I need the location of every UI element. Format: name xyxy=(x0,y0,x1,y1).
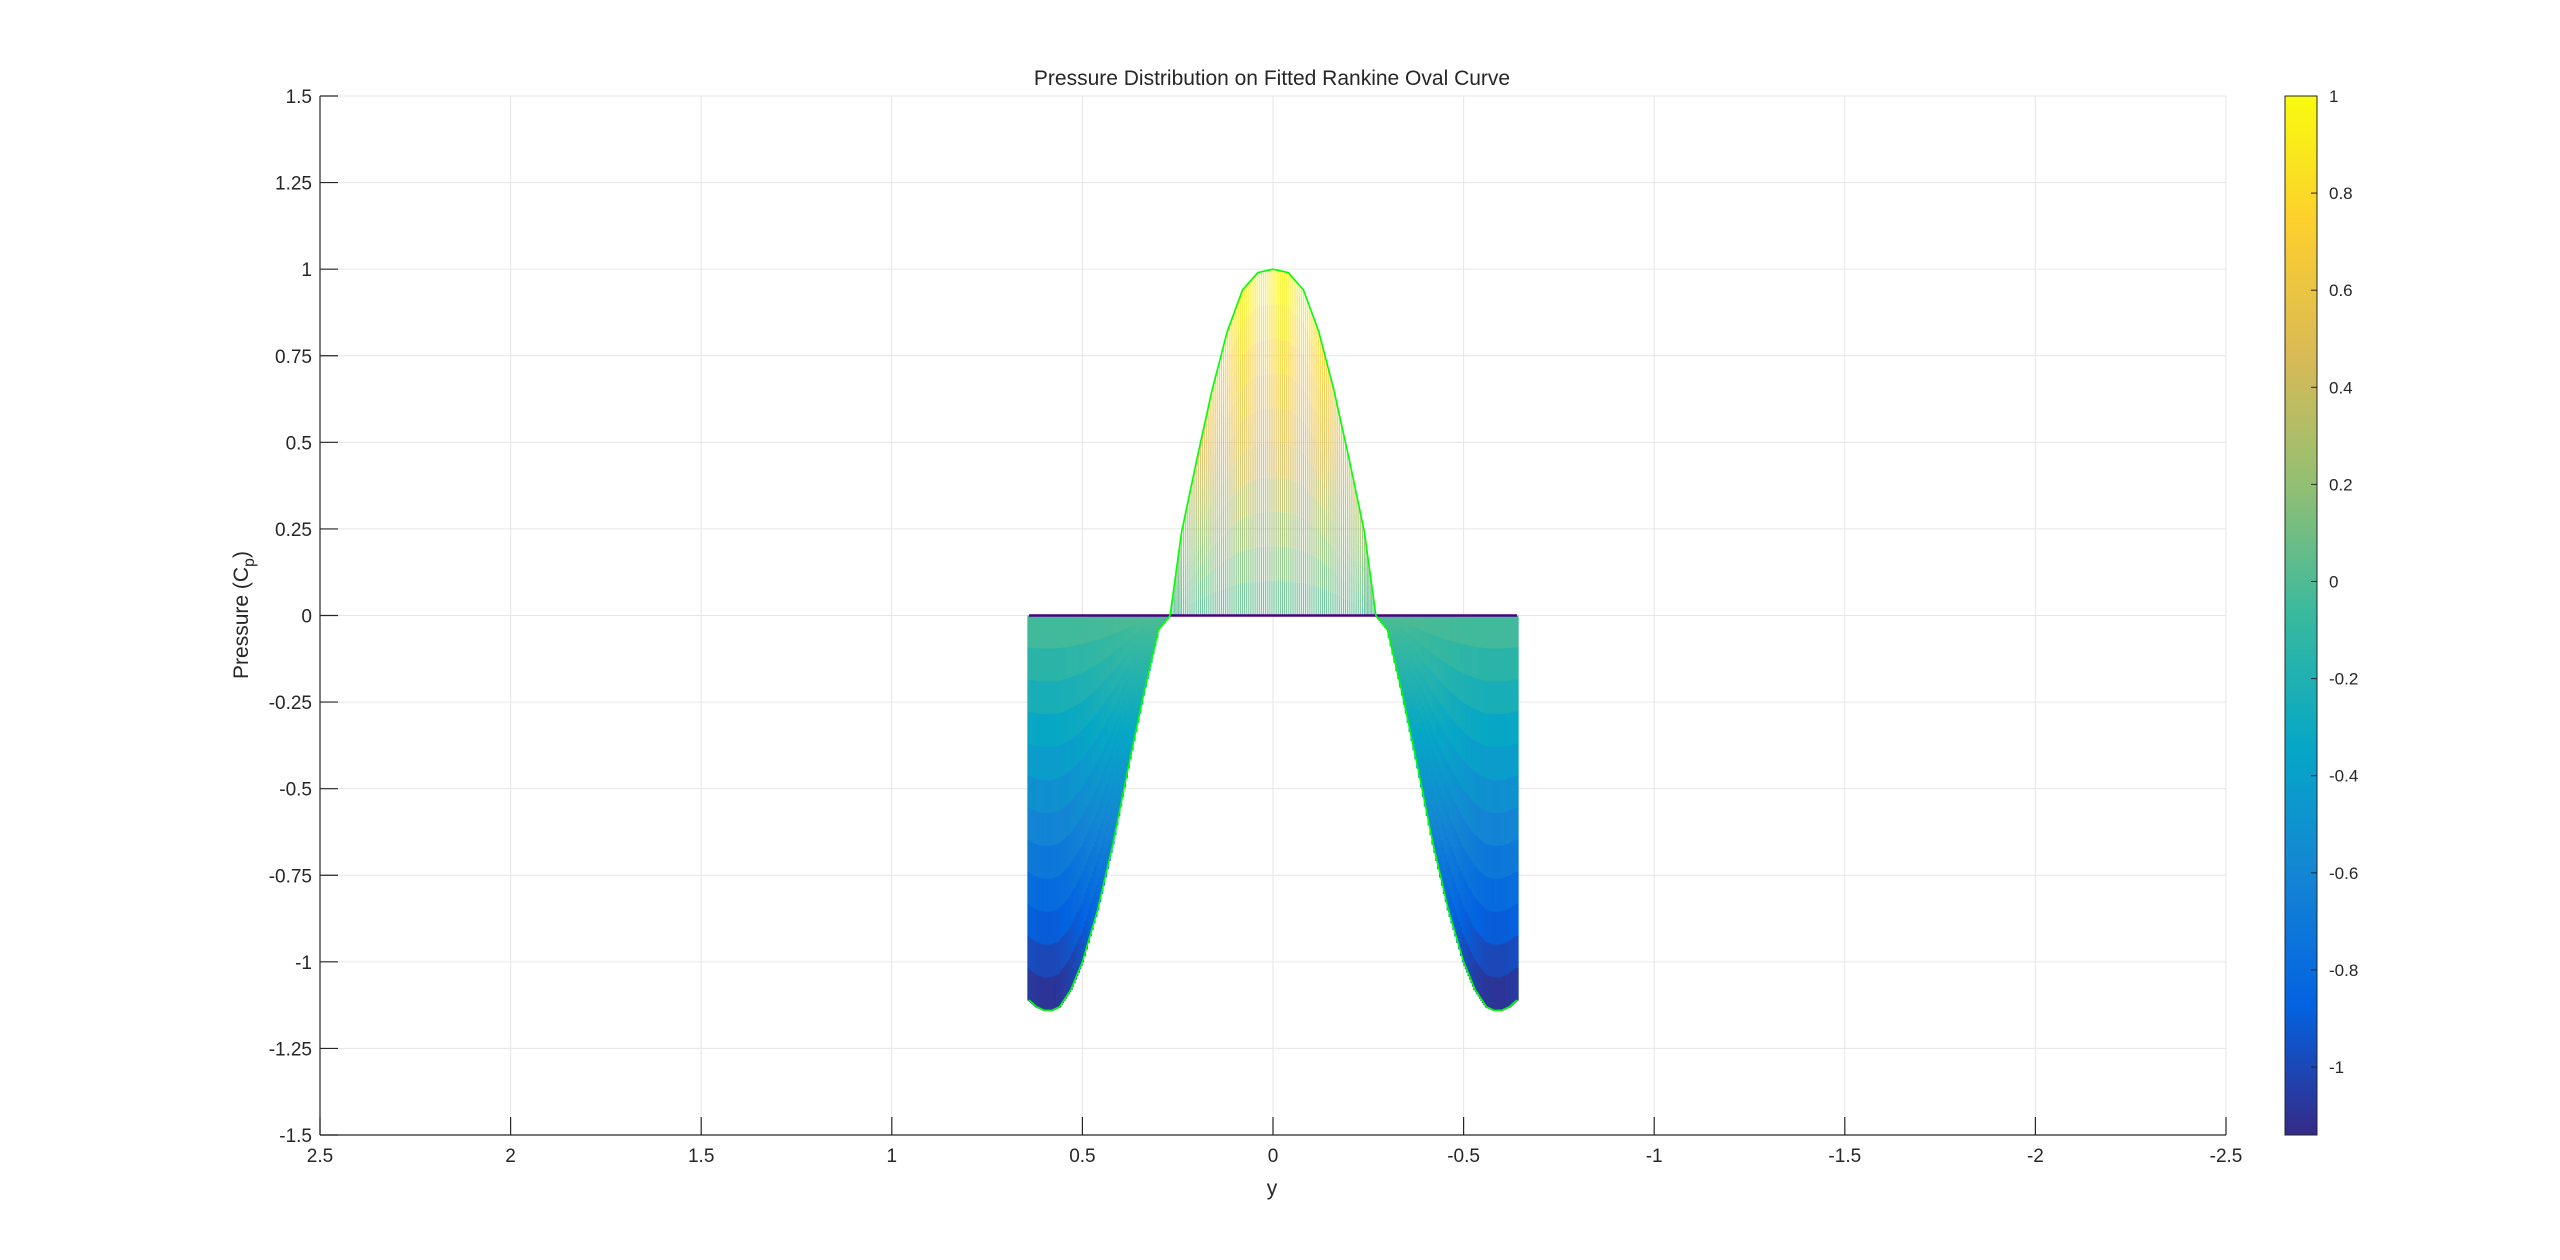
x-tick-label: -1.5 xyxy=(1828,1146,1861,1167)
pressure-curve-right xyxy=(1272,268,1518,1012)
y-tick-label: 0 xyxy=(301,607,312,628)
x-tick-label: 0 xyxy=(1268,1146,1279,1167)
y-axis-label-close: ) xyxy=(230,551,253,558)
colorbar-tick-label: -0.6 xyxy=(2329,864,2358,883)
pressure-curve-left xyxy=(1028,268,1274,1012)
y-tick-label: -0.25 xyxy=(269,693,312,714)
y-tick-label: -1.25 xyxy=(269,1039,312,1060)
y-tick-label: -1 xyxy=(295,953,312,974)
x-tick-label: 2 xyxy=(505,1146,516,1167)
colorbar-ramp xyxy=(2284,95,2318,1136)
x-tick-label: -1 xyxy=(1646,1146,1663,1167)
x-tick-label: -2.5 xyxy=(2210,1146,2243,1167)
colorbar-tick-label: -0.2 xyxy=(2329,670,2358,689)
y-axis-label: Pressure (Cp) xyxy=(230,551,258,679)
y-tick-label: -0.5 xyxy=(279,780,312,801)
colorbar: 1 0.8 0.6 0.4 0.2 0 -0.2 -0.4 -0.6 -0.8 -1 xyxy=(2284,87,2358,1136)
x-tick-label: 0.5 xyxy=(1069,1146,1095,1167)
y-tick-label: 1.25 xyxy=(275,174,312,195)
colorbar-tick-label: 0 xyxy=(2329,573,2338,592)
x-axis-label: y xyxy=(1267,1177,1278,1200)
x-axis-ticks: 2.5 2 1.5 1 0.5 0 -0.5 -1 -1.5 -2 -2.5 xyxy=(307,1117,2243,1167)
colorbar-tick-label: -0.8 xyxy=(2329,961,2358,980)
y-axis-label-main: Pressure (C xyxy=(230,567,253,679)
x-tick-label: 1 xyxy=(887,1146,898,1167)
colorbar-tick-label: -1 xyxy=(2329,1058,2344,1077)
x-tick-label: 1.5 xyxy=(688,1146,714,1167)
colorbar-tick-label: 0.6 xyxy=(2329,281,2353,300)
y-tick-label: 0.5 xyxy=(286,433,312,454)
y-tick-label: -0.75 xyxy=(269,866,312,887)
x-tick-label: -0.5 xyxy=(1447,1146,1480,1167)
colorbar-tick-label: 1 xyxy=(2329,87,2338,106)
y-tick-label: 0.25 xyxy=(275,520,312,541)
y-tick-label: 0.75 xyxy=(275,347,312,368)
chart-title: Pressure Distribution on Fitted Rankine … xyxy=(1034,67,1510,90)
colorbar-tick-label: 0.2 xyxy=(2329,475,2353,494)
y-tick-label: -1.5 xyxy=(279,1126,312,1147)
colorbar-ticks: 1 0.8 0.6 0.4 0.2 0 -0.2 -0.4 -0.6 -0.8 -1 xyxy=(2311,87,2358,1077)
y-axis-label-subscript: p xyxy=(241,558,258,567)
y-tick-label: 1.5 xyxy=(286,87,312,108)
pressure-bars xyxy=(1027,269,1519,1011)
y-axis-ticks: 1.5 1.25 1 0.75 0.5 0.25 0 -0.25 -0.5 -0.75 -1 -1.2… xyxy=(269,87,338,1147)
x-tick-label: -2 xyxy=(2027,1146,2044,1167)
colorbar-tick-label: 0.4 xyxy=(2329,378,2353,397)
x-tick-label: 2.5 xyxy=(307,1146,333,1167)
colorbar-tick-label: -0.4 xyxy=(2329,767,2358,786)
y-tick-label: 1 xyxy=(301,260,312,281)
plot-area xyxy=(319,95,2227,1136)
colorbar-tick-label: 0.8 xyxy=(2329,184,2353,203)
